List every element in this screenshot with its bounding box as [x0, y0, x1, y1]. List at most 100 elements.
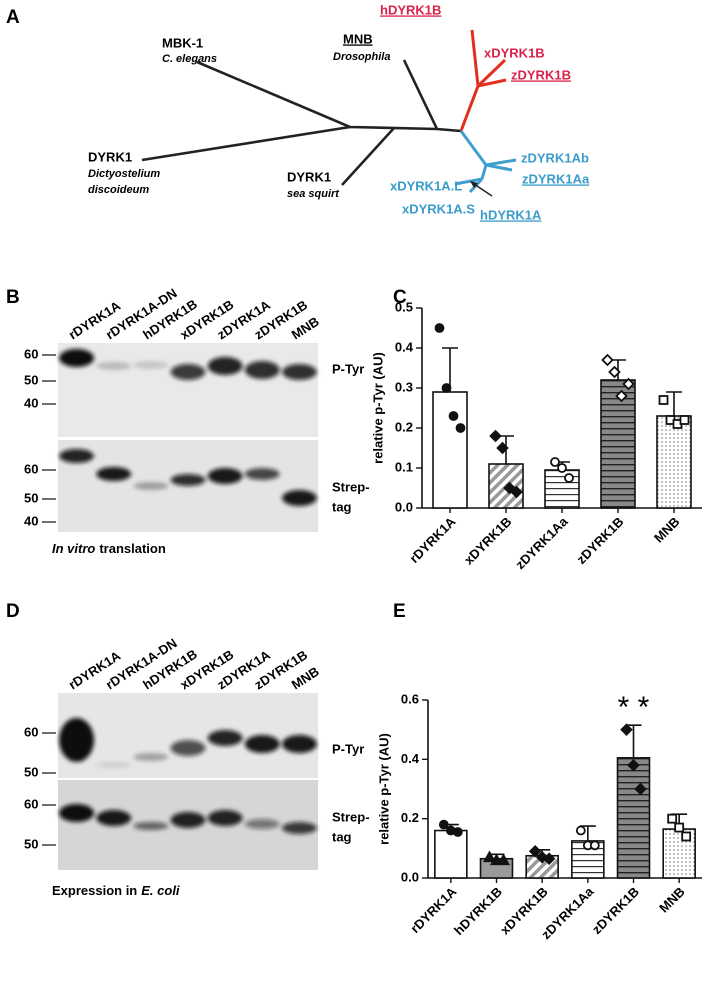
- row-label: tag: [332, 829, 352, 844]
- data-point: [658, 395, 669, 405]
- branch: [459, 29, 507, 132]
- band: [170, 812, 206, 828]
- data-point: [434, 323, 445, 333]
- bar: [544, 469, 580, 509]
- bar: [432, 391, 468, 509]
- caption-part: translation: [99, 541, 166, 556]
- leaf-label: xDYRK1A.L: [390, 178, 462, 193]
- marker-label: 50: [24, 764, 38, 779]
- band: [244, 468, 280, 480]
- bar: [600, 379, 636, 509]
- marker-label: 60: [24, 724, 38, 739]
- band: [207, 730, 243, 746]
- leaf-label: DYRK1: [88, 149, 132, 164]
- caption: In vitro translation: [52, 541, 166, 556]
- band: [207, 468, 243, 484]
- band: [133, 361, 169, 369]
- x-tick-label: MNB: [656, 884, 688, 916]
- x-tick-label: MNB: [651, 514, 683, 546]
- leaf-label: hDYRK1B: [380, 2, 441, 17]
- band: [244, 735, 280, 753]
- marker-label: 60: [24, 461, 38, 476]
- leaf-label: zDYRK1Ab: [521, 150, 589, 165]
- band: [207, 810, 243, 826]
- leaf-label: xDYRK1B: [484, 45, 545, 60]
- band: [281, 364, 317, 380]
- data-point: [448, 411, 459, 421]
- data-point: [482, 850, 497, 863]
- panel-label: D: [6, 601, 20, 622]
- data-point: [489, 429, 502, 443]
- data-point: [679, 415, 690, 425]
- caption-part: E. coli: [141, 883, 180, 898]
- y-tick-label: 0.2: [401, 810, 419, 825]
- x-tick-label: zDYRK1B: [589, 884, 642, 937]
- data-point: [438, 819, 449, 830]
- leaf-label: MBK-1: [162, 35, 203, 50]
- marker-label: 60: [24, 796, 38, 811]
- caption-part: In vitro: [52, 541, 95, 556]
- data-point: [681, 831, 692, 842]
- x-tick-label: zDYRK1Aa: [512, 513, 571, 572]
- band: [96, 810, 132, 826]
- y-tick-label: 0.6: [401, 691, 419, 706]
- marker-label: 40: [24, 395, 38, 410]
- data-point: [496, 441, 509, 455]
- arrow-head: [470, 181, 478, 188]
- band: [281, 490, 317, 506]
- bar: [616, 757, 651, 879]
- data-point: [667, 813, 678, 824]
- data-point: [615, 389, 628, 403]
- panel-label: A: [6, 7, 20, 28]
- species: Drosophila: [333, 51, 390, 63]
- band: [59, 349, 95, 367]
- band: [281, 735, 317, 753]
- leaf-label: hDYRK1A: [480, 207, 542, 222]
- band: [244, 361, 280, 379]
- species: sea squirt: [287, 188, 340, 200]
- band: [170, 740, 206, 756]
- y-tick-label: 0.3: [395, 379, 413, 394]
- bar: [434, 829, 468, 879]
- band: [133, 822, 169, 830]
- y-tick-label: 0.2: [395, 419, 413, 434]
- leaf-label: zDYRK1Aa: [522, 171, 590, 186]
- data-point: [589, 840, 600, 851]
- marker-label: 50: [24, 372, 38, 387]
- marker-label: 50: [24, 490, 38, 505]
- row-label: P-Tyr: [332, 361, 364, 376]
- panel-label: B: [6, 287, 20, 308]
- species: discoideum: [88, 184, 149, 196]
- x-tick-label: hDYRK1B: [451, 884, 505, 938]
- data-point: [557, 463, 567, 473]
- data-point: [564, 473, 574, 483]
- row-label: tag: [332, 499, 352, 514]
- annotation: * *: [618, 691, 650, 724]
- band: [170, 474, 206, 486]
- bands: [59, 449, 317, 506]
- data-point: [627, 758, 640, 772]
- species: Dictyostelium: [88, 168, 160, 180]
- panel-labels: A B C D E: [6, 7, 407, 622]
- data-point: [620, 723, 633, 736]
- bands: [59, 804, 317, 834]
- row-label: Strep-: [332, 809, 370, 824]
- band: [244, 819, 280, 829]
- blot: [58, 343, 318, 437]
- data-point: [674, 822, 685, 833]
- tree: MBK-1 C. elegans MNB Drosophila DYRK1 Di…: [88, 2, 590, 222]
- band: [96, 362, 132, 370]
- band: [133, 482, 169, 490]
- band: [96, 762, 132, 768]
- band: [170, 364, 206, 380]
- branch: [141, 59, 462, 186]
- data-point: [528, 845, 542, 858]
- data-point: [542, 852, 556, 865]
- branch: [454, 130, 517, 194]
- band: [59, 718, 95, 762]
- y-tick-label: 0.0: [401, 869, 419, 884]
- data-point: [452, 827, 463, 837]
- x-tick-label: rDYRK1A: [407, 514, 459, 566]
- bands: [59, 718, 317, 768]
- y-axis-label: relative p-Tyr (AU): [370, 352, 385, 464]
